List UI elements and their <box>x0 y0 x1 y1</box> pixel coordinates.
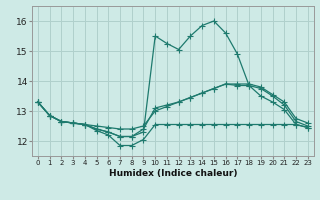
X-axis label: Humidex (Indice chaleur): Humidex (Indice chaleur) <box>108 169 237 178</box>
